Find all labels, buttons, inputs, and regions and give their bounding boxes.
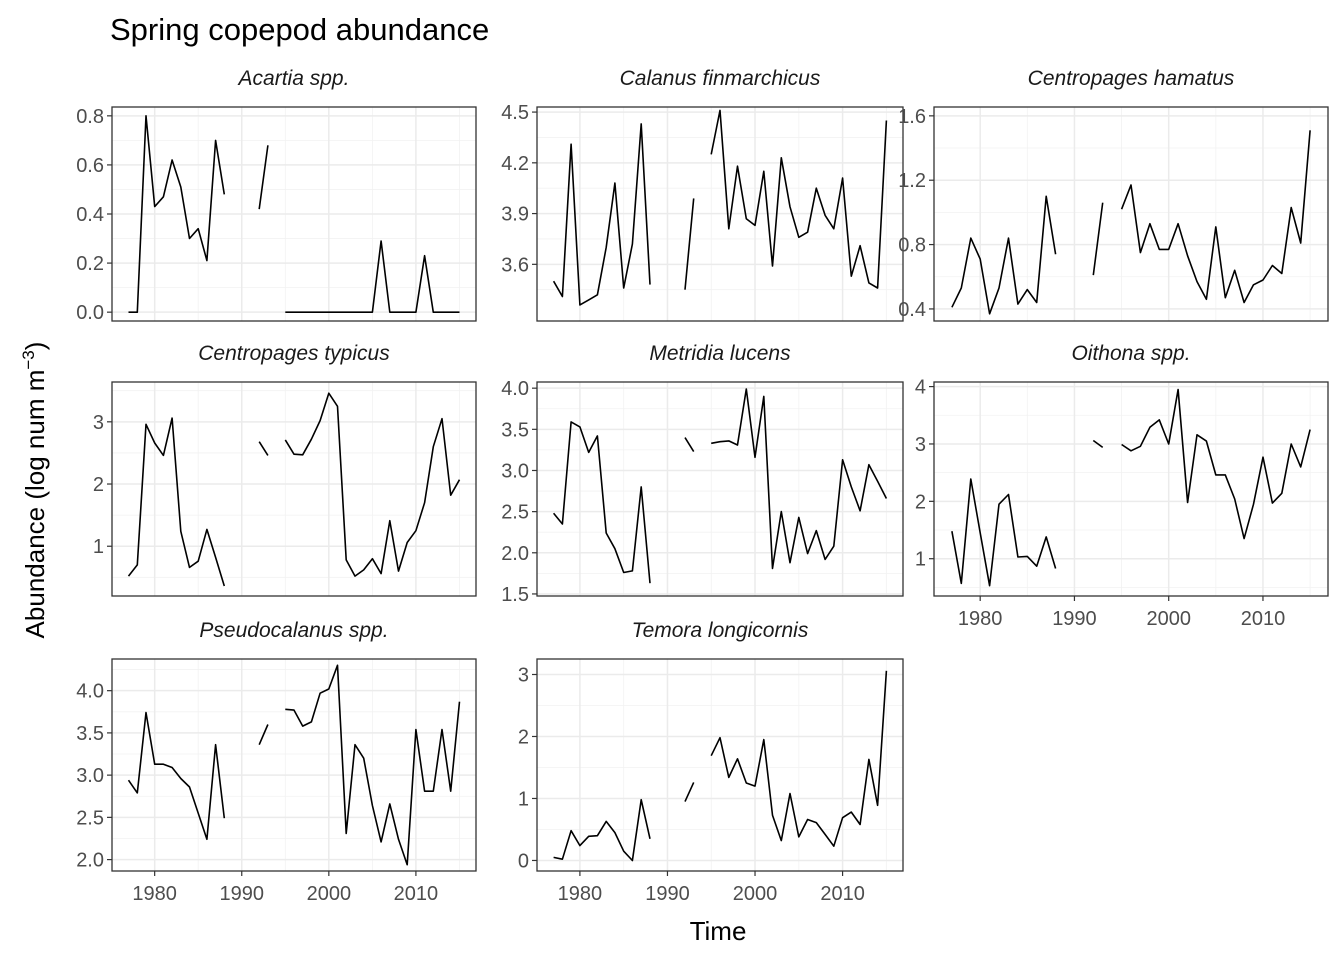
panel-background (537, 659, 903, 871)
facet-label: Acartia spp. (237, 67, 350, 90)
y-tick-label: 3.5 (501, 419, 529, 441)
y-tick-label: 1.2 (898, 170, 926, 192)
facet-label: Pseudocalanus spp. (199, 619, 388, 642)
panel-4: Metridia lucens 1.5 2.0 2.5 3.0 3.5 4.0 (501, 342, 904, 606)
panel-background (934, 107, 1328, 321)
y-tick-label: 3 (915, 434, 926, 456)
facet-label: Centropages typicus (198, 342, 390, 365)
panel-background (537, 382, 903, 596)
x-tick-label: 1980 (558, 883, 603, 905)
series-line (127, 392, 461, 587)
y-tick-label: 4.0 (76, 681, 104, 703)
facet-label: Centropages hamatus (1028, 67, 1235, 90)
y-tick-label: 0.2 (76, 253, 104, 275)
panel-3: Centropages typicus 1 2 3 (93, 342, 477, 597)
panel-border (536, 658, 904, 872)
series-line (128, 115, 460, 313)
x-tick-label: 2010 (820, 883, 865, 905)
panel-0: Acartia spp. 0.0 0.2 0.4 0.6 0.8 (76, 67, 477, 324)
y-tick-label: 3.9 (501, 204, 529, 226)
y-axis-title-main: Abundance (log num m (20, 370, 50, 639)
y-axis-title-superscript: −3 (19, 350, 38, 369)
panel-border (111, 658, 477, 872)
x-tick-label: 1980 (132, 883, 177, 905)
y-tick-label: 0.8 (76, 106, 104, 128)
y-tick-label: 3 (518, 664, 529, 686)
panel-border (536, 381, 904, 597)
y-tick-label: 2.5 (76, 807, 104, 829)
series-line (127, 664, 461, 866)
y-tick-label: 2 (915, 491, 926, 513)
x-tick-label: 2000 (733, 883, 778, 905)
y-tick-label: 4 (915, 377, 926, 399)
facet-label: Oithona spp. (1071, 342, 1190, 365)
y-tick-label: 1 (93, 536, 104, 558)
y-tick-label: 2 (518, 726, 529, 748)
y-tick-label: 2.0 (501, 543, 529, 565)
y-tick-label: 0.4 (898, 299, 926, 321)
y-tick-label: 3.0 (501, 460, 529, 482)
chart-title: Spring copepod abundance (110, 12, 489, 47)
facet-label: Calanus finmarchicus (620, 67, 821, 90)
panel-2: Centropages hamatus 0.4 0.8 1.2 1.6 (898, 67, 1329, 322)
facet-label: Metridia lucens (649, 342, 791, 365)
x-tick-label: 2000 (307, 883, 352, 905)
y-tick-label: 4.5 (501, 102, 529, 124)
y-tick-label: 3 (93, 412, 104, 434)
series-line (553, 670, 888, 862)
y-tick-label: 1 (518, 788, 529, 810)
x-tick-label: 1980 (958, 608, 1003, 630)
panel-border (933, 381, 1329, 597)
y-tick-label: 4.0 (501, 378, 529, 400)
panel-6: Pseudocalanus spp. 2.0 2.5 3.0 3.5 4.0 1980 199… (76, 619, 477, 905)
y-tick-label: 0.8 (898, 235, 926, 257)
y-tick-label: 1 (915, 549, 926, 571)
y-tick-label: 0 (518, 850, 529, 872)
x-tick-label: 1990 (220, 883, 265, 905)
y-tick-label: 2 (93, 474, 104, 496)
y-tick-label: 4.2 (501, 153, 529, 175)
x-tick-label: 2000 (1146, 608, 1191, 630)
y-tick-label: 3.5 (76, 723, 104, 745)
panel-5: Oithona spp. 1 2 3 4 1980 1990 2000 2010 (915, 342, 1329, 630)
panel-border (111, 381, 477, 597)
panel-background (112, 382, 476, 596)
y-tick-label: 2.5 (501, 502, 529, 524)
y-tick-label: 3.0 (76, 765, 104, 787)
series-line (552, 109, 888, 306)
y-axis-title-close: ) (20, 342, 50, 351)
panel-7: Temora longicornis 0 1 2 3 1980 1990 2000 2010 (518, 619, 904, 905)
y-tick-label: 0.6 (76, 155, 104, 177)
y-tick-label: 1.6 (898, 106, 926, 128)
series-line (552, 388, 888, 584)
y-tick-label: 2.0 (76, 850, 104, 872)
x-tick-label: 1990 (1052, 608, 1097, 630)
facet-label: Temora longicornis (632, 619, 809, 642)
panel-1: Calanus finmarchicus 3.6 3.9 4.2 4.5 (501, 67, 904, 322)
x-tick-label: 1990 (645, 883, 690, 905)
series-line (951, 388, 1311, 587)
y-tick-label: 1.5 (501, 584, 529, 606)
x-tick-label: 2010 (394, 883, 439, 905)
x-axis-title: Time (690, 916, 747, 946)
series-line (951, 130, 1311, 315)
panel-border (933, 106, 1329, 322)
x-tick-label: 2010 (1241, 608, 1286, 630)
y-tick-label: 0.4 (76, 204, 104, 226)
y-tick-label: 3.6 (501, 254, 529, 276)
y-axis-title: Abundance (log num m−3) (19, 342, 50, 639)
y-tick-label: 0.0 (76, 302, 104, 324)
